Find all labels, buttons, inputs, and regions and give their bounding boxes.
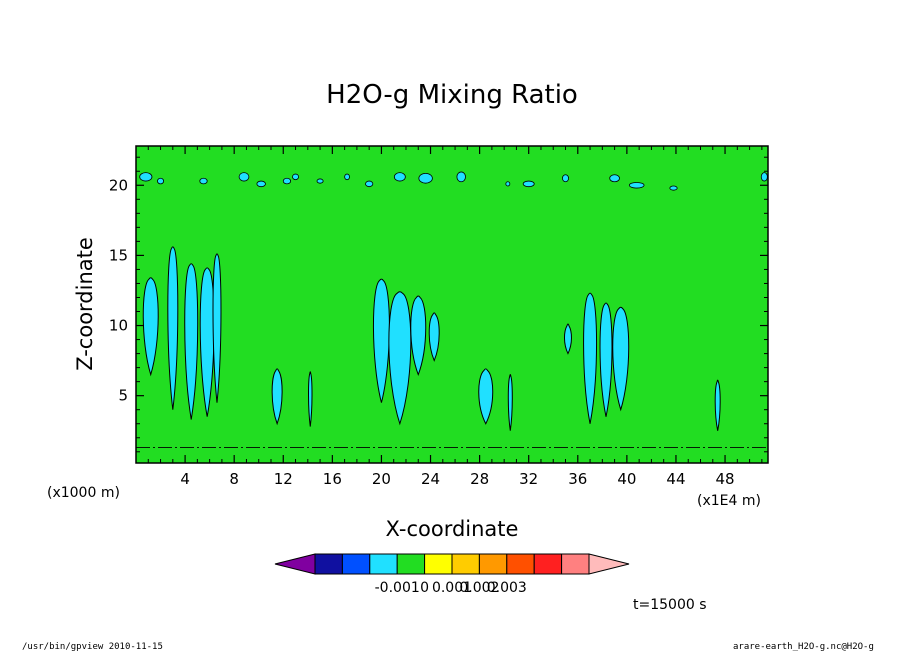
x-tick-label: 28 bbox=[470, 470, 489, 488]
colorbar-tick-label: 0.001 bbox=[432, 580, 472, 596]
cyan-contour-region bbox=[563, 323, 572, 355]
colorbar-swatch bbox=[533, 553, 563, 575]
colorbar-swatch bbox=[506, 553, 535, 575]
cyan-contour-patch bbox=[760, 172, 768, 182]
cyan-contour-region bbox=[308, 371, 313, 427]
cyan-contour-patch bbox=[157, 177, 165, 185]
cyan-contour-patch bbox=[456, 171, 466, 183]
colorbar-swatch bbox=[478, 553, 508, 575]
y-tick-label: 5 bbox=[118, 387, 128, 405]
colorbar-extend-high bbox=[588, 553, 630, 575]
field-background bbox=[136, 146, 768, 463]
y-axis-label: Z-coordinate bbox=[73, 237, 97, 371]
cyan-contour-patch bbox=[562, 174, 569, 183]
y-tick-label: 10 bbox=[109, 317, 128, 335]
cyan-contour-patch bbox=[505, 181, 511, 187]
colorbar-tick-label: -0.001 bbox=[375, 580, 420, 596]
colorbar-swatch bbox=[314, 553, 343, 575]
x-tick-label: 36 bbox=[568, 470, 587, 488]
cyan-contour-patch bbox=[199, 177, 208, 185]
colorbar-swatch bbox=[341, 553, 371, 575]
chart-title: H2O-g Mixing Ratio bbox=[326, 80, 578, 110]
cyan-contour-patch bbox=[669, 185, 678, 191]
x-tick-label: 44 bbox=[666, 470, 685, 488]
cyan-contour-patch bbox=[316, 178, 324, 184]
time-annotation: t=15000 s bbox=[633, 597, 707, 613]
y-tick-label: 20 bbox=[109, 176, 128, 194]
x-tick-label: 48 bbox=[716, 470, 735, 488]
footer-right-text: arare-earth_H2O-g.nc@H2O-g bbox=[733, 642, 874, 652]
x-axis-label: X-coordinate bbox=[386, 517, 519, 541]
x-tick-label: 20 bbox=[372, 470, 391, 488]
cyan-contour-region bbox=[714, 379, 721, 431]
x-tick-label: 24 bbox=[421, 470, 440, 488]
cyan-contour-region bbox=[212, 253, 222, 403]
colorbar-swatch bbox=[451, 553, 480, 575]
cyan-contour-patch bbox=[365, 180, 374, 188]
cyan-contour-region bbox=[428, 312, 440, 362]
cyan-contour-region bbox=[507, 374, 513, 431]
cyan-contour-patch bbox=[238, 172, 250, 182]
cyan-contour-region bbox=[142, 277, 159, 377]
colorbar-extend-low bbox=[274, 553, 316, 575]
x-tick-label: 16 bbox=[323, 470, 342, 488]
cyan-contour-region bbox=[167, 246, 179, 410]
cyan-contour-patch bbox=[139, 172, 153, 182]
cyan-contour-region bbox=[478, 368, 494, 425]
colorbar-tick-label: 0.003 bbox=[487, 580, 527, 596]
cyan-contour-region bbox=[184, 263, 199, 420]
cyan-contour-region bbox=[612, 306, 630, 412]
x-tick-label: 12 bbox=[274, 470, 293, 488]
x-tick-label: 32 bbox=[519, 470, 538, 488]
cyan-contour-patch bbox=[522, 180, 535, 188]
cyan-contour-region bbox=[388, 291, 412, 426]
colorbar-swatch bbox=[424, 553, 453, 575]
x-tick-label: 40 bbox=[617, 470, 636, 488]
plot-area bbox=[136, 146, 768, 463]
x-tick-label: 8 bbox=[229, 470, 239, 488]
x-unit-right-label: (x1E4 m) bbox=[697, 493, 761, 509]
cyan-contour-patch bbox=[628, 182, 645, 189]
x-tick-label: 4 bbox=[180, 470, 190, 488]
cyan-contour-patch bbox=[609, 174, 620, 183]
footer-left-text: /usr/bin/gpview 2010-11-15 bbox=[22, 642, 163, 652]
cyan-contour-patch bbox=[418, 172, 433, 184]
y-tick-label: 15 bbox=[109, 246, 128, 264]
cyan-contour-region bbox=[410, 295, 427, 377]
colorbar-swatch bbox=[561, 553, 590, 575]
cyan-contour-region bbox=[271, 368, 283, 426]
cyan-contour-region bbox=[599, 302, 613, 417]
x-unit-left-label: (x1000 m) bbox=[47, 485, 120, 501]
cyan-contour-region bbox=[583, 292, 598, 424]
cyan-contour-patch bbox=[282, 177, 292, 185]
colorbar-tick-label: 0 bbox=[420, 580, 429, 596]
cyan-contour-patch bbox=[292, 173, 300, 181]
plot-frame bbox=[135, 145, 769, 464]
colorbar-swatch bbox=[369, 553, 398, 575]
cyan-contour-patch bbox=[256, 180, 266, 188]
colorbar-tick-label: 0.002 bbox=[459, 580, 499, 596]
cyan-contour-patch bbox=[393, 172, 406, 182]
colorbar-swatch bbox=[396, 553, 426, 575]
cyan-contour-patch bbox=[344, 173, 350, 181]
